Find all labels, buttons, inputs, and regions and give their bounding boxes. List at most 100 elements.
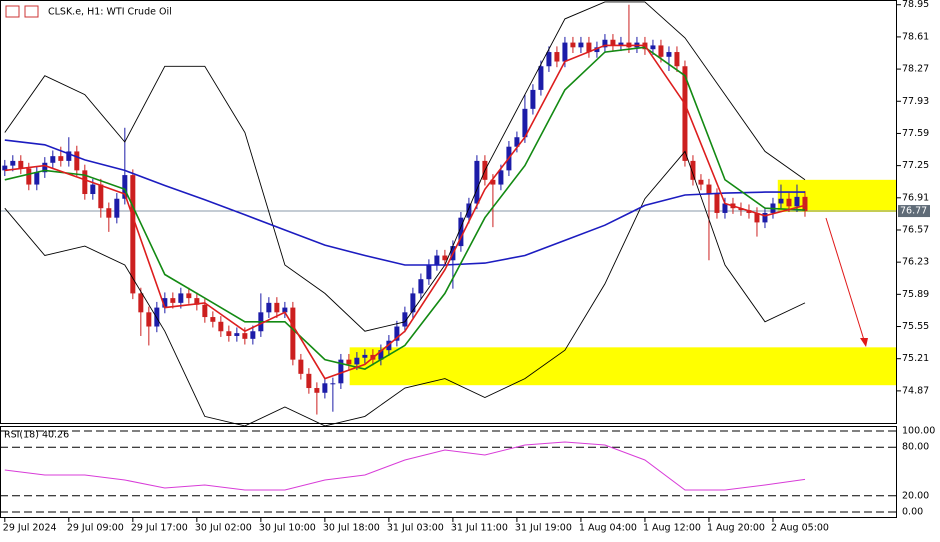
x-tick-label: 30 Jul 10:00 [259, 523, 316, 534]
candle-body [530, 89, 536, 109]
candle-body [442, 255, 448, 261]
y-tick-label: 77.59 [902, 128, 929, 139]
candle-body [618, 42, 624, 46]
candle-body [362, 354, 368, 358]
candle-body [690, 160, 696, 180]
x-tick-label: 1 Aug 04:00 [579, 523, 637, 534]
y-tick-label: 80.00 [902, 442, 929, 453]
candle-body [610, 39, 616, 46]
candle-body [42, 162, 48, 173]
candle-body [762, 212, 768, 223]
x-tick-label: 31 Jul 19:00 [515, 523, 572, 534]
candle-body [498, 170, 504, 185]
rsi-title: RSI(18) 40.26 [4, 430, 69, 441]
candle-body [130, 175, 136, 294]
arrow-head [860, 338, 868, 347]
y-tick-label: 76.57 [902, 224, 929, 235]
indicator-line [4, 46, 806, 370]
indicator-line [4, 139, 805, 266]
candle-body [666, 52, 672, 57]
y-tick-label: 78.27 [902, 64, 929, 75]
candle-body [114, 198, 120, 218]
zone [349, 347, 897, 386]
arrow [825, 217, 865, 341]
candle-body [418, 279, 424, 294]
candle-body [18, 160, 24, 169]
x-tick-label: 30 Jul 02:00 [195, 523, 252, 534]
candle-body [290, 307, 296, 360]
y-tick-label: 77.93 [902, 96, 929, 107]
candle-body [250, 331, 256, 339]
candle-body [522, 108, 528, 138]
candle-body [754, 212, 760, 223]
candle-body [786, 198, 792, 207]
candle-body [546, 52, 552, 67]
indicator-line [4, 1, 806, 332]
candle-body [338, 359, 344, 384]
candle-body [306, 373, 312, 389]
candle-body [674, 52, 680, 67]
chart-title: CLSK.e, H1: WTI Crude Oil [48, 7, 172, 18]
rsi-frame [0, 426, 897, 518]
y-tick-label: 74.87 [902, 385, 929, 396]
candle-body [490, 179, 496, 185]
x-tick-label: 29 Jul 09:00 [67, 523, 124, 534]
candle-body [474, 160, 480, 204]
candle-body [122, 175, 128, 199]
y-tick-label: 76.91 [902, 192, 929, 203]
y-tick-label: 78.61 [902, 31, 929, 42]
candle-body [26, 168, 32, 185]
candle-body [554, 52, 560, 62]
candle-body [378, 350, 384, 360]
zones [349, 179, 897, 386]
candle-body [706, 184, 712, 195]
candle-body [314, 388, 320, 393]
x-tick-label: 1 Aug 20:00 [707, 523, 765, 534]
icon [24, 5, 39, 18]
candle-body [778, 198, 784, 204]
candle-body [178, 293, 184, 303]
candle-body [562, 42, 568, 62]
candle-body [82, 170, 88, 195]
candle-body [514, 137, 520, 147]
candle-body [538, 66, 544, 90]
candle-body [226, 331, 232, 336]
candle-body [714, 194, 720, 213]
candle-body [146, 312, 152, 327]
candle-body [242, 333, 248, 339]
candle-body [186, 293, 192, 299]
y-tick-label: 75.21 [902, 353, 929, 364]
candle-body [266, 302, 272, 313]
candle-body [354, 357, 360, 365]
x-tick-label: 1 Aug 12:00 [643, 523, 701, 534]
y-tick-label: 75.89 [902, 289, 929, 300]
x-tick-label: 29 Jul 2024 [3, 523, 57, 534]
rsi-line [4, 441, 806, 491]
candle-body [2, 165, 8, 171]
candle-body [402, 312, 408, 327]
candle-body [346, 359, 352, 365]
candle-body [794, 196, 800, 207]
candle-body [722, 203, 728, 213]
candle-body [682, 66, 688, 161]
x-tick-label: 31 Jul 03:00 [387, 523, 444, 534]
price-label-bg [898, 205, 930, 218]
indicator-line [4, 150, 806, 427]
candle-body [410, 293, 416, 313]
y-tick-label: 75.55 [902, 321, 929, 332]
candle-body [210, 317, 216, 322]
candle-body [802, 196, 808, 212]
candle-body [426, 265, 432, 280]
candle-body [274, 302, 280, 313]
candle-body [66, 151, 72, 161]
candle-body [194, 298, 200, 305]
candle-body [50, 156, 56, 163]
candle-body [602, 39, 608, 48]
y-tick-label: 78.95 [902, 0, 929, 10]
candle-body [282, 307, 288, 313]
plot [0, 1, 897, 427]
y-tick-label: 76.23 [902, 257, 929, 268]
main-frame [0, 0, 897, 424]
